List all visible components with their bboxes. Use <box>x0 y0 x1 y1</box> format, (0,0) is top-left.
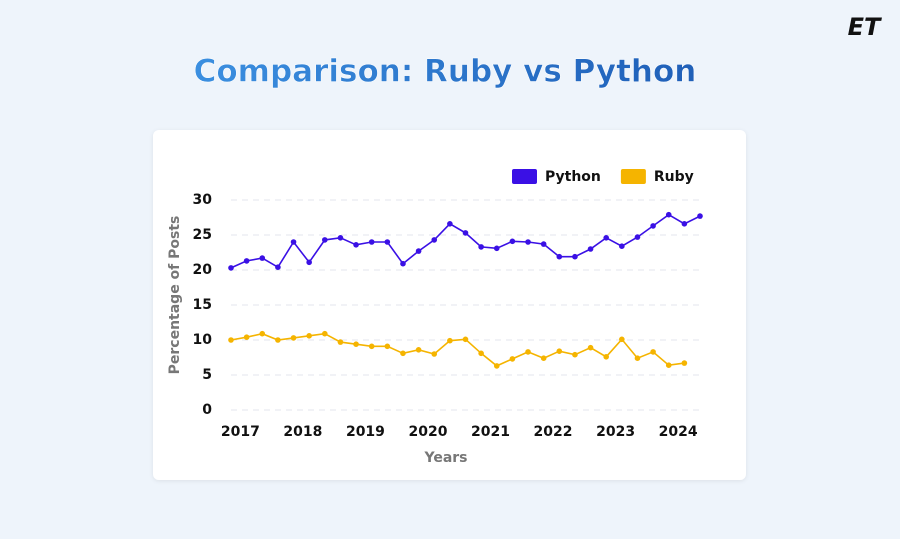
point <box>665 362 672 369</box>
point <box>462 336 469 343</box>
point <box>493 363 500 369</box>
point <box>681 360 688 366</box>
point <box>540 241 547 247</box>
legend-label: Ruby <box>654 169 694 185</box>
y-tick-label: 0 <box>202 402 212 418</box>
x-tick-label: 2021 <box>471 424 510 440</box>
point <box>509 238 516 245</box>
y-tick-label: 15 <box>193 297 212 313</box>
point <box>650 349 656 355</box>
x-tick-label: 2017 <box>221 424 260 440</box>
point <box>368 239 375 245</box>
point <box>650 223 656 229</box>
point <box>337 235 344 241</box>
point <box>556 348 563 355</box>
point <box>634 355 641 362</box>
legend-label: Python <box>545 169 601 185</box>
legend-swatch <box>620 169 646 184</box>
point <box>259 255 266 261</box>
point <box>415 248 422 254</box>
point <box>353 341 359 348</box>
point <box>275 264 281 271</box>
point <box>259 330 266 337</box>
x-axis-label: Years <box>423 450 467 466</box>
point <box>478 350 484 357</box>
point <box>603 354 609 360</box>
point <box>587 344 594 351</box>
point <box>243 258 250 264</box>
point <box>306 333 312 339</box>
point <box>556 253 563 260</box>
point <box>619 243 625 249</box>
point <box>525 239 531 245</box>
y-tick-label: 5 <box>202 367 212 383</box>
point <box>587 246 594 252</box>
point <box>697 213 703 219</box>
point <box>353 242 359 248</box>
y-tick-label: 25 <box>193 227 212 243</box>
logo: ET <box>848 13 882 41</box>
point <box>275 337 281 343</box>
point <box>525 349 531 355</box>
point <box>634 234 641 240</box>
point <box>447 337 453 344</box>
point <box>337 339 344 345</box>
point <box>603 235 609 241</box>
y-axis-label: Percentage of Posts <box>167 216 183 375</box>
point <box>228 265 234 271</box>
point <box>447 221 453 227</box>
point <box>572 351 578 358</box>
x-tick-label: 2022 <box>534 424 573 440</box>
legend-swatch <box>512 169 537 184</box>
x-tick-label: 2023 <box>596 424 635 440</box>
point <box>368 343 375 350</box>
point <box>384 239 391 245</box>
point <box>493 245 500 252</box>
point <box>540 355 547 362</box>
point <box>243 334 250 341</box>
point <box>400 350 406 357</box>
x-tick-label: 2024 <box>659 424 698 440</box>
point <box>400 260 406 267</box>
point <box>681 221 688 227</box>
point <box>384 343 391 350</box>
card <box>153 130 746 480</box>
point <box>290 239 297 245</box>
chart-title: Comparison: Ruby vs Python <box>194 54 697 90</box>
point <box>619 336 625 343</box>
point <box>322 330 328 337</box>
point <box>478 244 484 250</box>
x-tick-label: 2020 <box>408 424 447 440</box>
point <box>431 237 438 243</box>
point <box>665 211 672 218</box>
y-tick-label: 10 <box>193 332 213 348</box>
point <box>431 351 438 357</box>
point <box>322 237 328 243</box>
point <box>306 259 312 266</box>
x-tick-label: 2019 <box>346 424 385 440</box>
point <box>509 356 516 362</box>
y-tick-label: 30 <box>193 192 213 208</box>
point <box>228 337 234 343</box>
point <box>462 230 469 236</box>
y-tick-label: 20 <box>193 262 213 278</box>
point <box>572 253 578 260</box>
x-tick-label: 2018 <box>283 424 322 440</box>
point <box>415 347 422 353</box>
point <box>290 335 297 341</box>
